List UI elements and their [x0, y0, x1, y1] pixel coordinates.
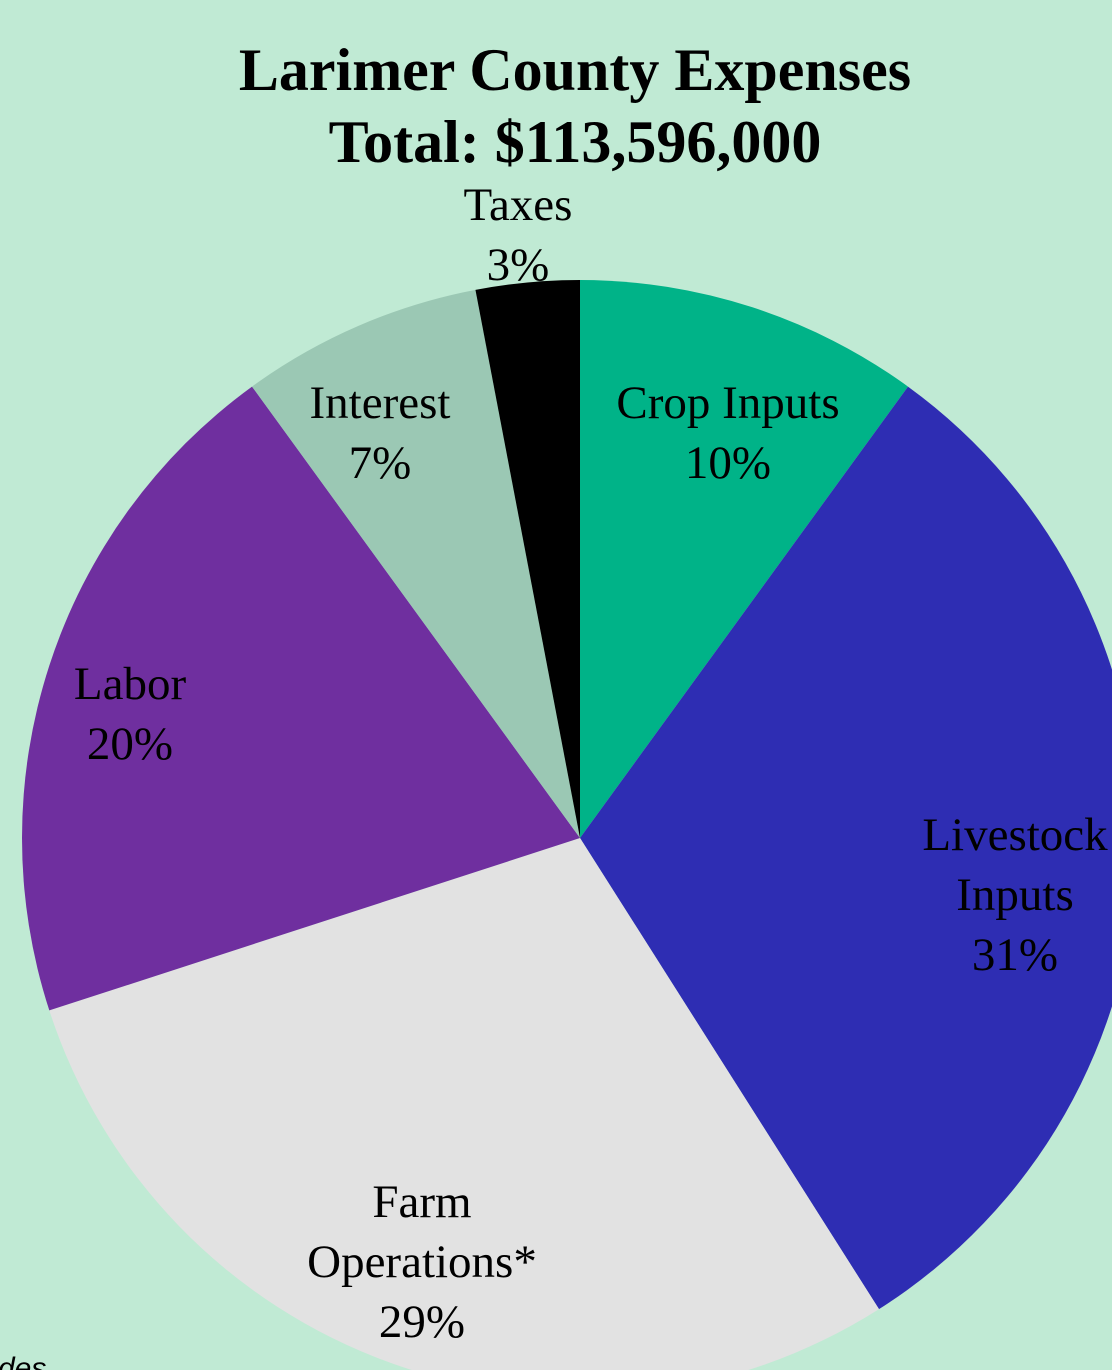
pie-slice — [580, 280, 908, 838]
slice-value-label: 20% — [87, 718, 173, 770]
chart-subtitle: Total: $113,596,000 — [329, 109, 822, 175]
slice-label: Crop Inputs — [616, 377, 839, 429]
slice-label: Taxes — [464, 179, 573, 231]
pie-slice — [252, 289, 581, 838]
slice-value-label: 29% — [379, 1296, 465, 1348]
pie-slice — [580, 386, 1112, 1310]
slice-label: Livestock Inputs — [922, 809, 1108, 921]
slice-value-label: 7% — [349, 437, 412, 489]
slice-label: Interest — [310, 377, 451, 429]
slice-value-label: 31% — [972, 929, 1058, 981]
pie-slice — [21, 386, 580, 1011]
pie-slice — [475, 280, 580, 838]
footnote: des — [0, 1352, 46, 1370]
slice-value-label: 10% — [685, 437, 771, 489]
pie-slice — [49, 838, 879, 1370]
chart-title: Larimer County Expenses — [239, 37, 911, 103]
pie — [21, 280, 1112, 1370]
slice-value-label: 3% — [487, 239, 550, 291]
slice-label: Farm Operations* — [307, 1176, 537, 1288]
slice-label: Labor — [74, 658, 187, 710]
